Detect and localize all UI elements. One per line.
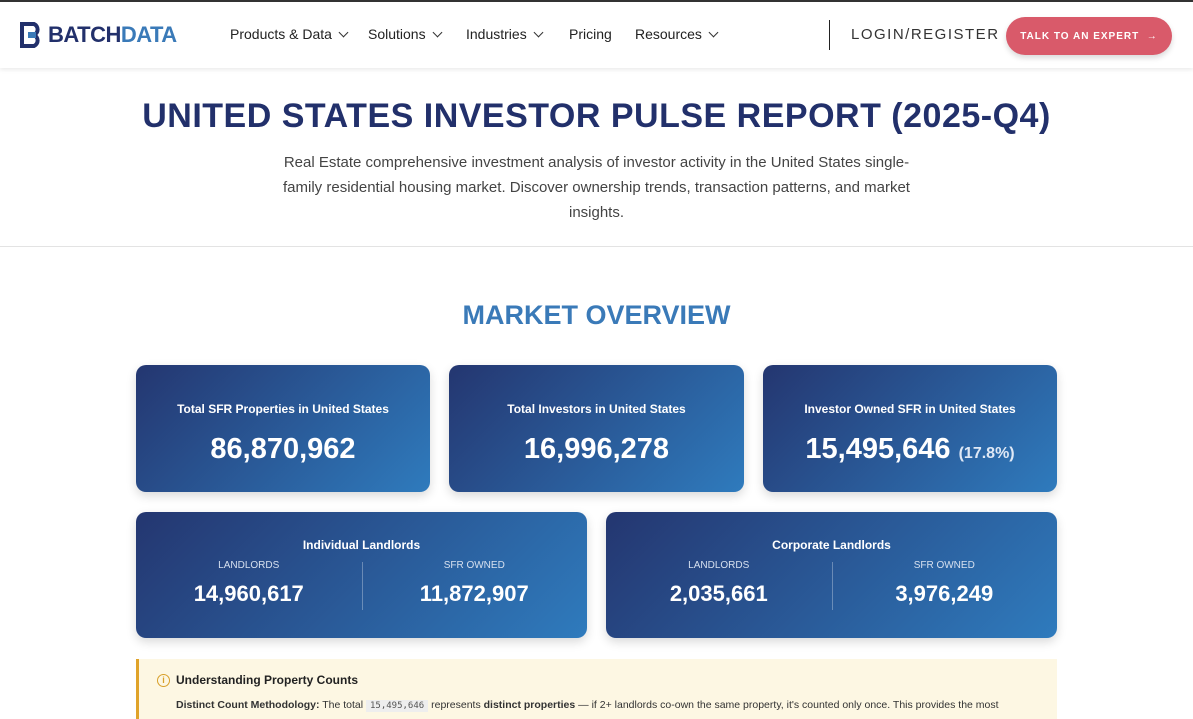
note-title: Understanding Property Counts: [176, 673, 359, 687]
landlord-panel: Individual Landlords LANDLORDS 14,960,617…: [136, 512, 587, 638]
cta-button[interactable]: TALK TO AN EXPERT →: [1006, 17, 1172, 55]
menu-label: Products & Data: [230, 26, 332, 42]
note-text: represents: [431, 699, 481, 711]
section-heading: MARKET OVERVIEW: [462, 300, 731, 330]
logo-text: DATA: [120, 22, 177, 47]
menu-item[interactable]: Resources: [635, 26, 719, 42]
logo[interactable]: BATCH DATA: [20, 22, 177, 48]
stat-percent: (17.8%): [958, 445, 1015, 462]
stat-label: Investor Owned SFR in United States: [804, 402, 1016, 416]
stat-label: Total SFR Properties in United States: [177, 402, 389, 416]
note-text: Distinct Count Methodology:: [176, 699, 320, 711]
cta-label: TALK TO AN EXPERT: [1020, 30, 1140, 42]
col-label: LANDLORDS: [688, 560, 750, 571]
menu-label: Industries: [466, 26, 527, 42]
col-label: LANDLORDS: [218, 560, 280, 571]
col-value: 14,960,617: [193, 581, 304, 606]
col-label: SFR OWNED: [913, 560, 975, 571]
page-subtitle: Real Estate comprehensive investment ana…: [283, 154, 910, 221]
info-icon: i: [157, 674, 170, 687]
stat-value: 86,870,962: [210, 433, 356, 465]
panel-title: Individual Landlords: [302, 538, 421, 552]
info-note: i Understanding Property Counts Distinct…: [136, 659, 1057, 719]
logo-text: BATCH: [48, 22, 121, 47]
stat-card: Total Investors in United States 16,996,…: [449, 365, 744, 492]
separator: [829, 20, 830, 50]
col-label: SFR OWNED: [443, 560, 505, 571]
note-body: Distinct Count Methodology: The total 15…: [176, 699, 999, 712]
login-link[interactable]: LOGIN/REGISTER: [851, 26, 1000, 43]
menu-label: Resources: [635, 26, 702, 42]
note-text: — if 2+ landlords co-own the same proper…: [578, 699, 999, 711]
landlord-panel: Corporate Landlords LANDLORDS 2,035,661 S…: [606, 512, 1057, 638]
menu-label: Solutions: [368, 26, 426, 42]
menu-item[interactable]: Products & Data: [230, 26, 349, 42]
menu-item[interactable]: Pricing: [569, 26, 612, 42]
note-code: 15,495,646: [366, 700, 429, 712]
menu-label: Pricing: [569, 26, 612, 42]
divider: [0, 246, 1193, 247]
stat-value-row: 15,495,646 (17.8%): [763, 433, 1057, 466]
col-value: 11,872,907: [419, 581, 529, 606]
logo-icon: [20, 22, 40, 48]
page-title: UNITED STATES INVESTOR PULSE REPORT (202…: [142, 97, 1051, 135]
col-value: 3,976,249: [895, 581, 994, 606]
stat-card: Investor Owned SFR in United States 15,4…: [763, 365, 1057, 492]
menu-item[interactable]: Industries: [466, 26, 544, 42]
col-value: 2,035,661: [669, 581, 768, 606]
navbar: BATCH DATA Products & Data Solutions Indu…: [0, 2, 1193, 68]
panel-title: Corporate Landlords: [772, 538, 891, 552]
stat-label: Total Investors in United States: [507, 402, 686, 416]
stat-card: Total SFR Properties in United States 86…: [136, 365, 430, 492]
stat-value: 15,495,646: [805, 433, 951, 465]
stat-value: 16,996,278: [523, 433, 670, 465]
menu-item[interactable]: Solutions: [368, 26, 443, 42]
note-text: The total: [322, 699, 364, 711]
note-text: distinct properties: [483, 699, 576, 711]
